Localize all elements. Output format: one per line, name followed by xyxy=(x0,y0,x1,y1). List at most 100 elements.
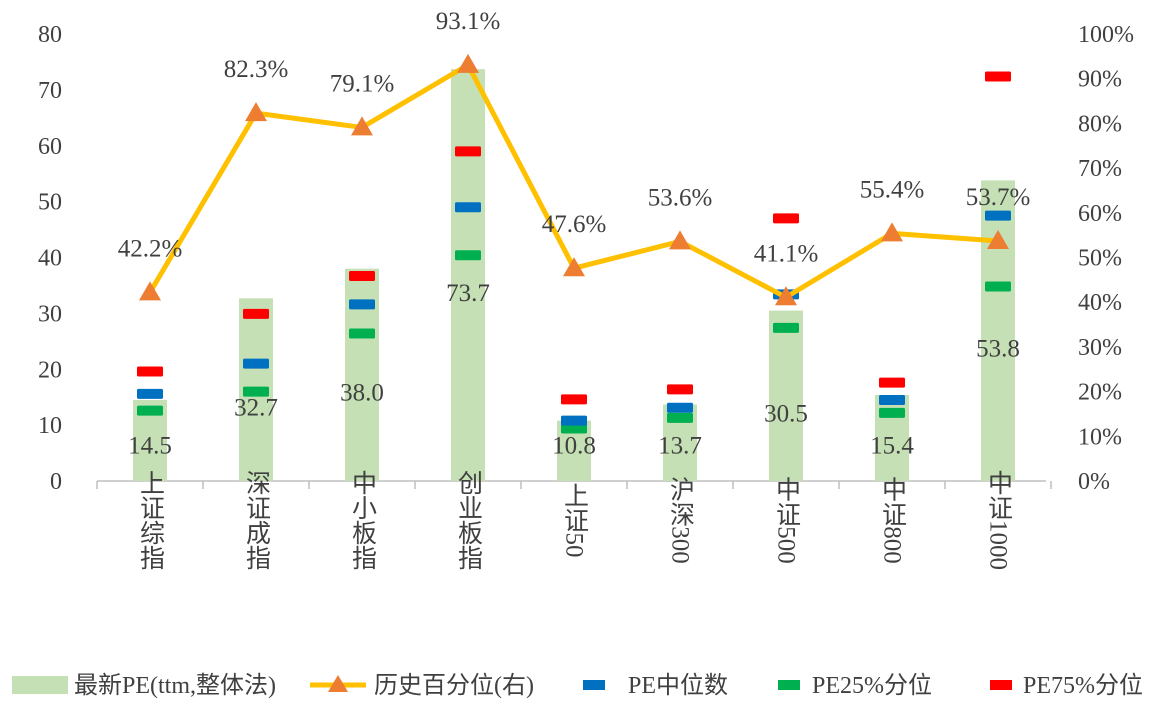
pe-median-dash xyxy=(879,394,905,405)
pe-p25-dash xyxy=(985,281,1011,292)
y-left-tick-label: 0 xyxy=(50,469,62,495)
percentile-value-label: 47.6% xyxy=(542,211,607,238)
pe-bar-value-label: 38.0 xyxy=(340,380,384,407)
legend-p25-label: PE25%分位 xyxy=(812,672,932,699)
y-right-tick-label: 50% xyxy=(1078,246,1122,272)
pe-median-dash xyxy=(455,202,481,213)
legend-bar-swatch xyxy=(12,676,68,694)
category-label: 沪深300 xyxy=(667,476,696,564)
category-label: 深证成指 xyxy=(243,470,272,570)
pe-bar-value-label: 14.5 xyxy=(128,433,172,460)
y-left-tick-label: 60 xyxy=(38,134,62,160)
pe-p25-dash xyxy=(561,423,587,434)
percentile-value-label: 53.6% xyxy=(648,184,713,211)
pe-median-dash xyxy=(243,358,269,369)
percentile-value-label: 41.1% xyxy=(754,240,819,267)
percentile-value-label: 82.3% xyxy=(224,56,289,83)
category-label: 中小板指 xyxy=(349,470,378,570)
y-right-tick-label: 80% xyxy=(1078,111,1122,137)
category-label: 上证50 xyxy=(561,483,589,558)
pe-p25-dash xyxy=(455,250,481,261)
pe-p25-dash xyxy=(243,386,269,397)
percentile-value-label: 42.2% xyxy=(118,235,183,262)
pe-bar-value-label: 30.5 xyxy=(764,401,808,428)
pe-p25-dash xyxy=(667,412,693,423)
percentile-value-label: 55.4% xyxy=(860,176,925,203)
percentile-marker xyxy=(669,230,691,250)
pe-median-dash xyxy=(349,299,375,310)
percentile-marker xyxy=(775,286,797,306)
pe-p75-dash xyxy=(349,270,375,281)
pe-median-dash xyxy=(667,402,693,413)
y-right-tick-label: 90% xyxy=(1078,67,1122,93)
y-right-tick-label: 10% xyxy=(1078,424,1122,450)
legend-p25-swatch xyxy=(778,680,800,690)
percentile-value-label: 53.7% xyxy=(966,184,1031,211)
y-left-tick-label: 40 xyxy=(38,246,62,272)
y-left-tick-label: 80 xyxy=(38,22,62,48)
percentile-marker xyxy=(987,229,1009,249)
legend: 最新PE(ttm,整体法) 历史百分位(右) PE中位数 PE25%分位 PE75%分位 xyxy=(12,672,1143,699)
pe-bar-value-label: 53.8 xyxy=(976,335,1020,362)
pe-p75-dash xyxy=(985,71,1011,82)
pe-p75-dash xyxy=(879,377,905,388)
y-left-tick-label: 20 xyxy=(38,357,62,383)
pe-p75-dash xyxy=(137,366,163,377)
pe-median-dash xyxy=(137,388,163,399)
percentile-marker xyxy=(563,257,585,277)
pe-bar-value-label: 13.7 xyxy=(658,433,702,460)
axes: 0 10 20 30 40 50 60 70 80 0% 10% 20% 30% 40% 50% 60% 70%… xyxy=(38,22,1134,495)
pe-p75-dash xyxy=(455,146,481,157)
y-right-tick-label: 20% xyxy=(1078,380,1122,406)
percentile-marker xyxy=(881,222,903,242)
category-label: 中证1000 xyxy=(985,470,1013,570)
pe-bar-value-label: 73.7 xyxy=(446,280,490,307)
pe-bar xyxy=(769,310,803,481)
legend-median-label: PE中位数 xyxy=(628,672,728,699)
percentile-marker xyxy=(245,102,267,122)
y-right-tick-label: 70% xyxy=(1078,156,1122,182)
legend-p75-swatch xyxy=(990,680,1012,690)
line-data-labels: 42.2% 82.3% 79.1% 93.1% 47.6% 53.6% 41.1% 55.4%… xyxy=(118,8,1031,267)
bar-data-labels: 14.5 32.7 38.0 73.7 10.8 13.7 30.5 15.4 53.8 xyxy=(128,280,1020,460)
legend-line-marker xyxy=(328,675,348,692)
legend-bar-label: 最新PE(ttm,整体法) xyxy=(74,672,276,699)
percentile-value-label: 93.1% xyxy=(436,8,501,35)
pe-median-dash xyxy=(561,415,587,426)
pe-p75-dash xyxy=(773,213,799,224)
percentile-value-label: 79.1% xyxy=(330,70,395,97)
y-right-tick-label: 40% xyxy=(1078,290,1122,316)
pe-p25-dash xyxy=(349,328,375,339)
pe-bar-value-label: 10.8 xyxy=(552,433,596,460)
pe-bar-value-label: 32.7 xyxy=(234,394,278,421)
y-right-tick-label: 0% xyxy=(1078,469,1110,495)
y-left-tick-label: 10 xyxy=(38,413,62,439)
pe-p75-dash xyxy=(561,394,587,405)
category-label: 中证500 xyxy=(773,476,801,564)
pe-median-dash xyxy=(985,210,1011,221)
pe-p25-dash xyxy=(879,407,905,418)
category-label: 中证800 xyxy=(879,476,907,564)
legend-median-swatch xyxy=(583,680,605,690)
legend-p75-label: PE75%分位 xyxy=(1023,672,1143,699)
pe-p75-dash xyxy=(667,384,693,395)
percentile-dash-series xyxy=(137,71,1011,434)
percentile-marker xyxy=(351,116,373,136)
percentile-marker xyxy=(457,53,479,73)
pe-bar xyxy=(981,180,1015,481)
pe-bar xyxy=(451,69,485,482)
y-right-tick-label: 100% xyxy=(1078,22,1134,48)
y-left-tick-label: 50 xyxy=(38,190,62,216)
category-labels: 上证综指 深证成指 中小板指 创业板指 上证50 沪深300 中证500 中证800 中证100… xyxy=(137,470,1013,570)
category-label: 创业板指 xyxy=(455,470,484,570)
legend-line-label: 历史百分位(右) xyxy=(374,672,534,699)
pe-p75-dash xyxy=(243,308,269,319)
pe-p25-dash xyxy=(773,322,799,333)
y-right-tick-label: 30% xyxy=(1078,335,1122,361)
y-left-tick-label: 70 xyxy=(38,78,62,104)
line-series xyxy=(139,53,1009,306)
category-label: 上证综指 xyxy=(137,470,166,570)
y-right-tick-label: 60% xyxy=(1078,201,1122,227)
y-left-tick-label: 30 xyxy=(38,301,62,327)
